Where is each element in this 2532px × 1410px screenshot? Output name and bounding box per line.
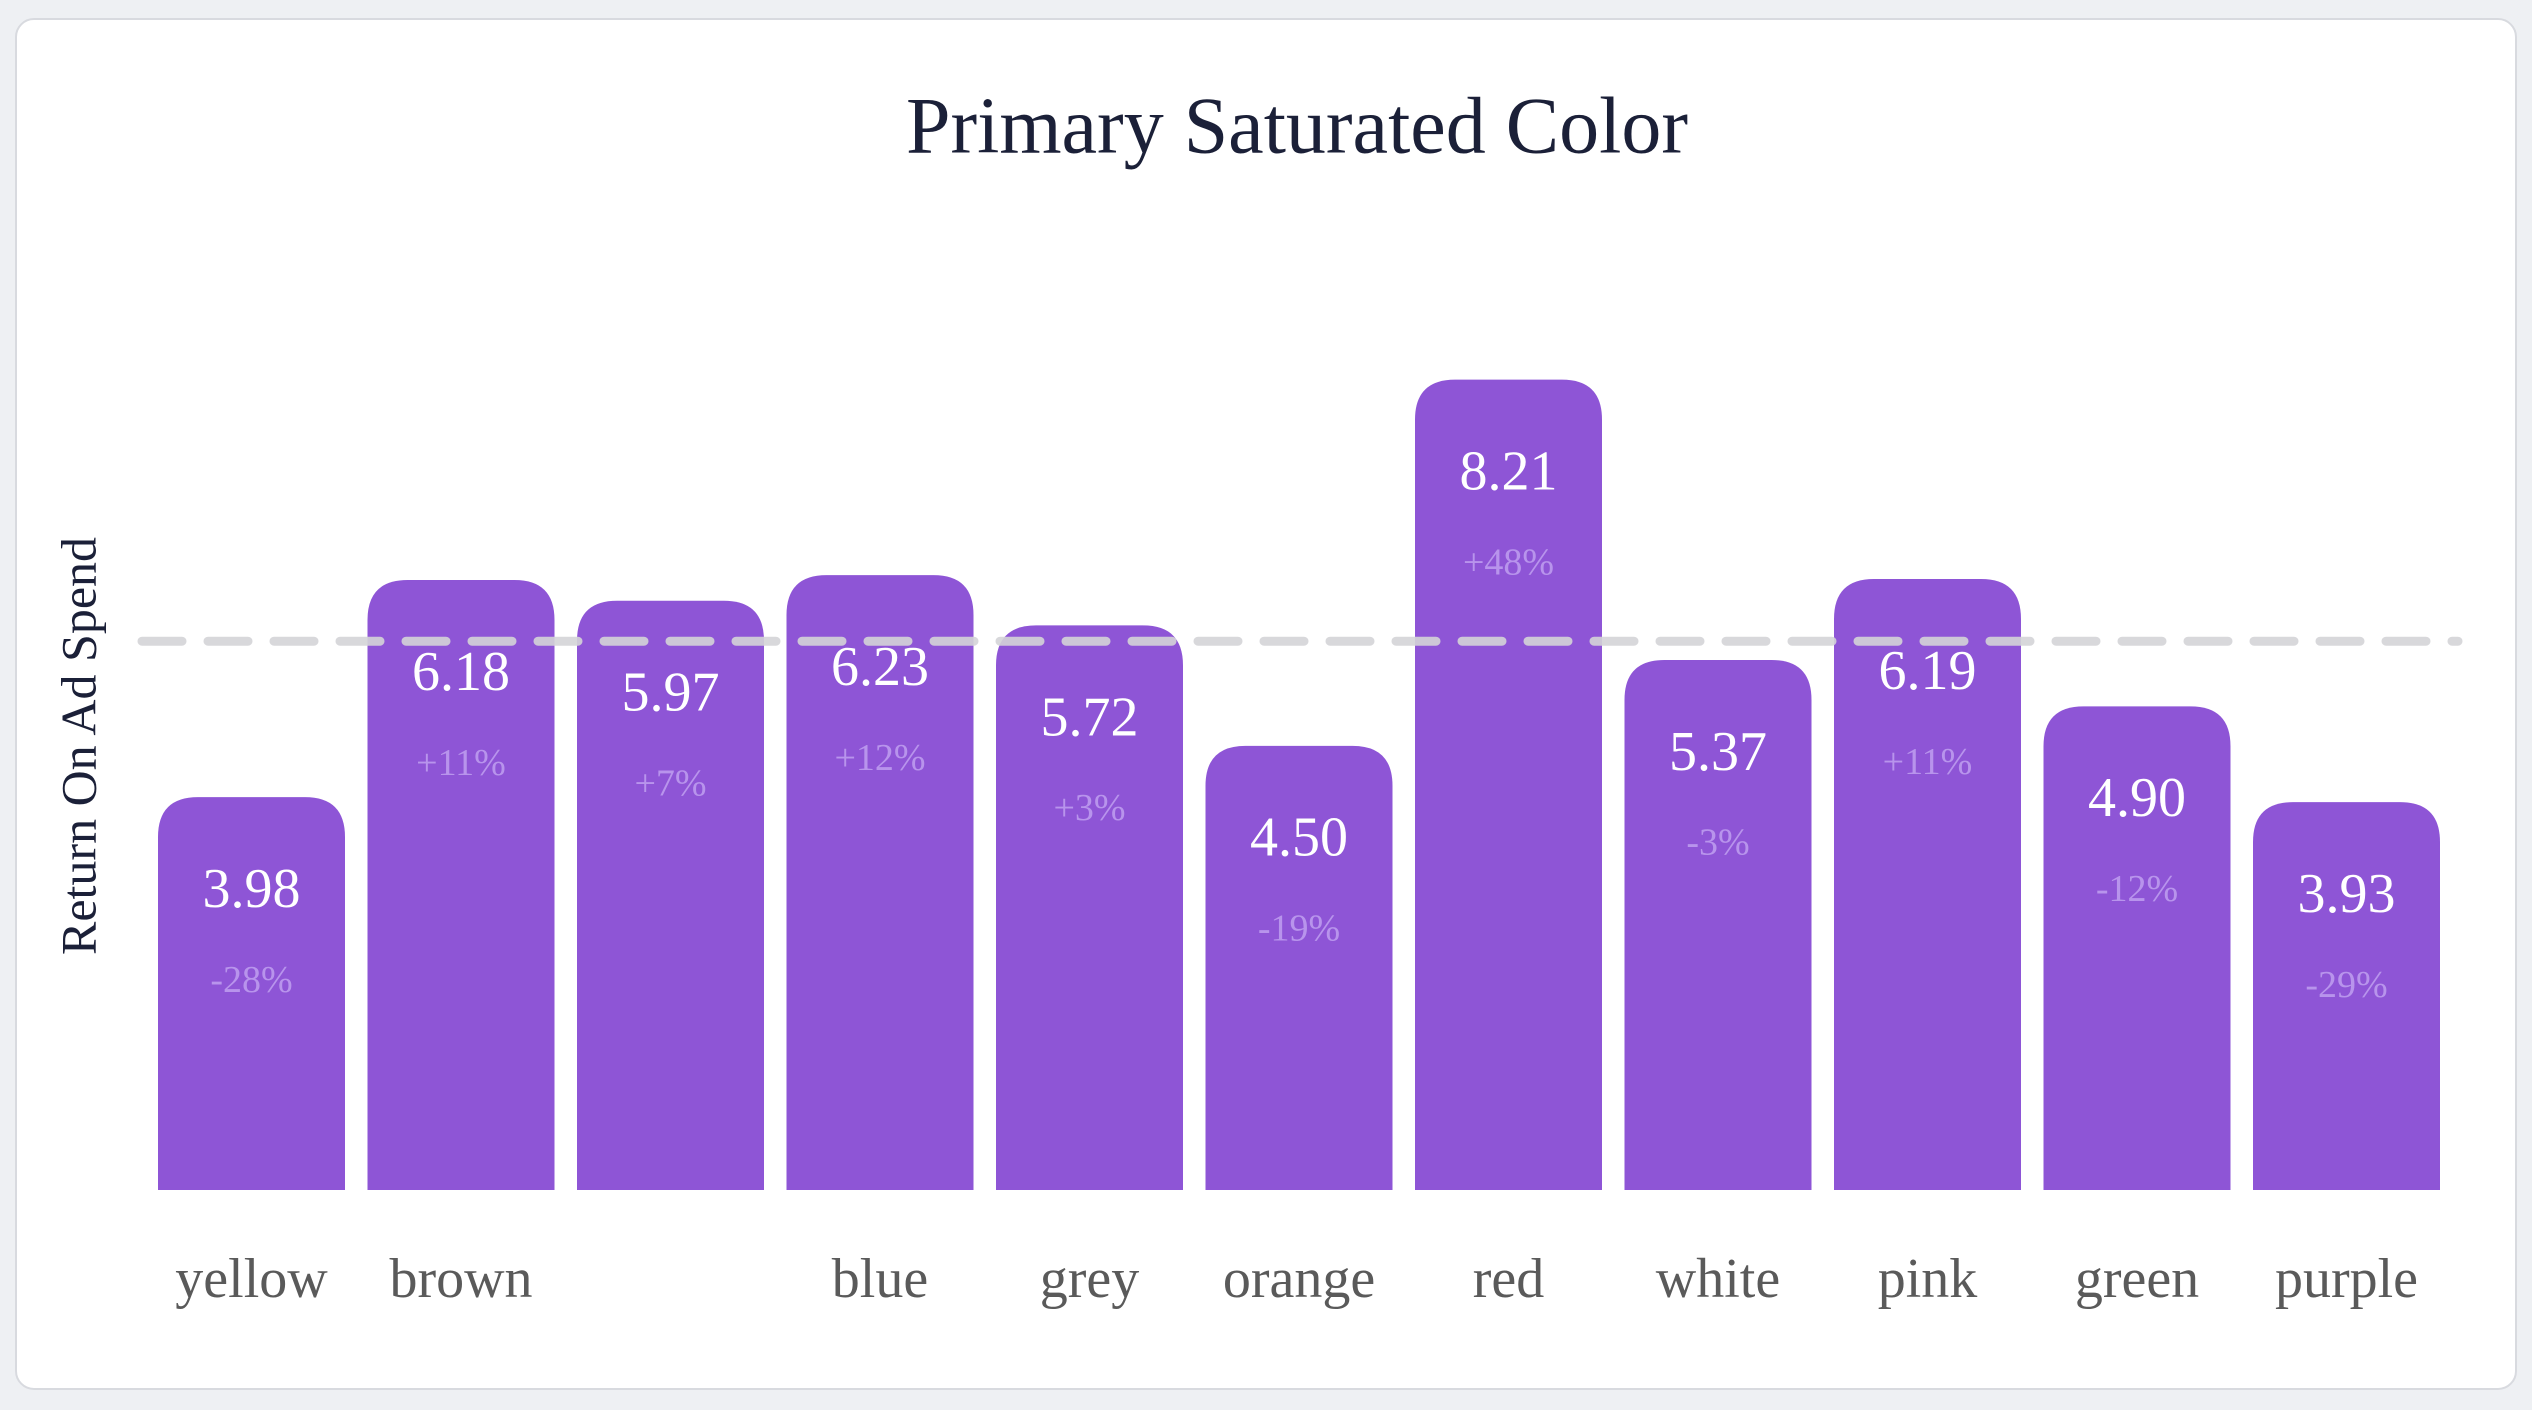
value-label: 6.18 — [412, 641, 510, 703]
bar — [996, 625, 1183, 1190]
value-label: 6.19 — [1879, 640, 1977, 702]
value-label: 3.93 — [2298, 863, 2396, 925]
value-label: 5.97 — [622, 662, 720, 724]
value-label: 3.98 — [203, 858, 301, 920]
change-label: +3% — [1053, 787, 1125, 829]
change-label: +48% — [1463, 541, 1554, 583]
bar — [158, 797, 345, 1190]
bar — [1205, 745, 1393, 1190]
x-tick-label: purple — [2275, 1248, 2418, 1310]
change-label: +11% — [416, 742, 506, 784]
value-label: 4.50 — [1250, 807, 1348, 869]
x-tick-label: brown — [389, 1248, 532, 1310]
x-tick-label: blue — [832, 1248, 928, 1310]
x-tick-label: white — [1656, 1248, 1780, 1310]
bar — [2043, 706, 2231, 1190]
x-tick-label: red — [1473, 1248, 1545, 1310]
x-tick-label: pink — [1878, 1248, 1978, 1310]
change-label: -19% — [1258, 908, 1340, 950]
y-axis-label: Return On Ad Spend — [50, 537, 106, 955]
value-label: 4.90 — [2088, 767, 2186, 829]
bar — [367, 580, 555, 1190]
change-label: -28% — [210, 959, 292, 1001]
bar — [1415, 379, 1602, 1191]
x-tick-label: orange — [1223, 1248, 1375, 1310]
chart-title: Primary Saturated Color — [906, 82, 1688, 170]
x-tick-label: green — [2075, 1248, 2199, 1310]
x-tick-label: yellow — [175, 1248, 328, 1310]
value-label: 6.23 — [831, 636, 929, 698]
change-label: -29% — [2305, 964, 2387, 1006]
change-label: +12% — [834, 737, 925, 779]
value-label: 8.21 — [1460, 441, 1558, 503]
bar — [577, 600, 764, 1190]
value-label: 5.37 — [1669, 721, 1767, 783]
bar — [2253, 802, 2440, 1190]
bar — [1834, 579, 2021, 1190]
bar — [786, 575, 974, 1190]
change-label: -12% — [2096, 868, 2178, 910]
change-label: +7% — [634, 762, 706, 804]
change-label: +11% — [1883, 741, 1973, 783]
bar — [1624, 659, 1812, 1190]
value-label: 5.72 — [1041, 686, 1139, 748]
x-tick-label: grey — [1040, 1248, 1140, 1310]
change-label: -3% — [1686, 822, 1749, 864]
